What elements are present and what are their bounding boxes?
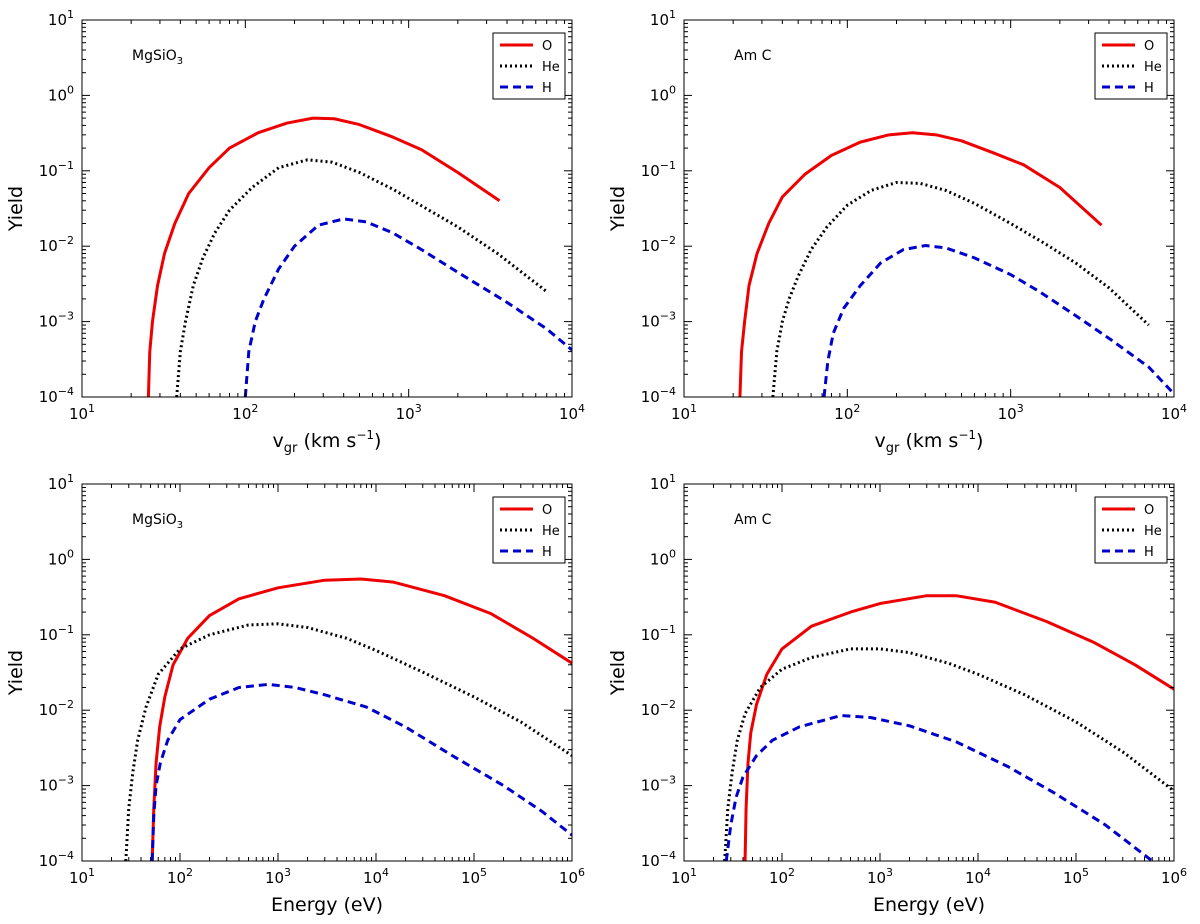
y-tick-label: 10−2 (39, 698, 74, 719)
chart-panel-1: 101 102 103 104 10−4 10−3 10−2 10−1 100 101 vgr (k… (5, 8, 585, 456)
x-tick-label: 102 (167, 866, 193, 887)
x-tick-label: 103 (998, 402, 1024, 423)
y-tick-label: 10−2 (39, 234, 74, 255)
y-tick-label: 10−1 (39, 623, 74, 644)
x-tick-label: 103 (265, 866, 291, 887)
x-tick-label: 101 (69, 866, 95, 887)
y-tick-label: 100 (650, 83, 676, 104)
series-line-o (738, 131, 1103, 397)
y-tick-label: 10−2 (641, 234, 676, 255)
legend-label-o: O (542, 503, 552, 518)
y-tick-label: 10−3 (39, 310, 74, 331)
y-tick-label: 10−1 (641, 159, 676, 180)
legend-label-he: He (542, 524, 560, 539)
x-tick-label: 104 (1161, 402, 1187, 423)
legend-label-he: He (542, 60, 560, 75)
x-tick-label: 101 (671, 402, 697, 423)
y-tick-label: 101 (48, 8, 74, 29)
x-axis-label: vgr (km s−1) (273, 428, 382, 456)
x-tick-label: 103 (396, 402, 422, 423)
material-annotation: Am C (734, 48, 772, 64)
legend: O He H (1094, 32, 1168, 100)
series-line-h (724, 714, 1154, 861)
x-tick-label: 102 (834, 402, 860, 423)
y-tick-label: 100 (650, 547, 676, 568)
series-line-h (150, 682, 572, 861)
y-tick-label: 101 (650, 472, 676, 493)
legend-label-h: H (542, 545, 552, 560)
plot-frame (81, 19, 573, 398)
series-line-h (822, 244, 1174, 397)
x-tick-label: 103 (867, 866, 893, 887)
y-tick-label: 100 (48, 547, 74, 568)
y-tick-label: 10−4 (641, 849, 676, 870)
y-tick-label: 10−4 (641, 385, 676, 406)
x-tick-label: 101 (69, 402, 95, 423)
series-line-o (743, 594, 1174, 861)
x-tick-label: 104 (559, 402, 585, 423)
series-line-he (124, 622, 572, 861)
x-tick-label: 106 (559, 866, 585, 887)
y-axis-label: Yield (5, 186, 27, 232)
series-line-he (723, 647, 1174, 861)
series-line-he (175, 158, 548, 397)
chart-panel-3: 101 102 103 104 105 106 10−4 10−3 10−2 10−1 100 101… (5, 472, 585, 916)
plot-frame (683, 19, 1175, 398)
legend: O He H (1094, 496, 1168, 564)
series-line-he (771, 180, 1150, 397)
x-tick-label: 102 (769, 866, 795, 887)
x-tick-label: 104 (363, 866, 389, 887)
legend-label-h: H (1144, 545, 1154, 560)
legend-label-o: O (1144, 503, 1154, 518)
legend-label-o: O (1144, 39, 1154, 54)
y-tick-label: 100 (48, 83, 74, 104)
y-tick-label: 10−1 (641, 623, 676, 644)
x-tick-label: 106 (1161, 866, 1187, 887)
y-tick-label: 101 (48, 472, 74, 493)
x-tick-label: 105 (1063, 866, 1089, 887)
material-annotation: MgSiO3 (132, 48, 183, 67)
series-line-o (150, 577, 572, 861)
x-tick-label: 104 (965, 866, 991, 887)
plot-frame (81, 483, 573, 862)
legend-label-he: He (1144, 60, 1162, 75)
y-axis-label: Yield (607, 650, 629, 696)
y-tick-label: 10−2 (641, 698, 676, 719)
material-annotation: MgSiO3 (132, 512, 183, 531)
x-axis-label: Energy (eV) (873, 894, 985, 916)
chart-panel-2: 101 102 103 104 10−4 10−3 10−2 10−1 100 101 vgr (k… (607, 8, 1187, 456)
y-tick-label: 10−4 (39, 849, 74, 870)
material-annotation: Am C (734, 512, 772, 528)
x-tick-label: 101 (671, 866, 697, 887)
y-axis-label: Yield (607, 186, 629, 232)
series-line-o (146, 116, 501, 397)
y-tick-label: 10−3 (641, 774, 676, 795)
x-tick-label: 102 (232, 402, 258, 423)
legend: O He H (492, 496, 566, 564)
x-axis-label: Energy (eV) (271, 894, 383, 916)
y-tick-label: 10−4 (39, 385, 74, 406)
legend: O He H (492, 32, 566, 100)
legend-label-he: He (1144, 524, 1162, 539)
y-tick-label: 10−3 (39, 774, 74, 795)
y-tick-label: 10−3 (641, 310, 676, 331)
plot-frame (683, 483, 1175, 862)
legend-label-o: O (542, 39, 552, 54)
chart-panel-4: 101 102 103 104 105 106 10−4 10−3 10−2 10−1 100 101… (607, 472, 1187, 916)
x-axis-label: vgr (km s−1) (875, 428, 984, 456)
y-axis-label: Yield (5, 650, 27, 696)
y-tick-label: 10−1 (39, 159, 74, 180)
x-tick-label: 105 (461, 866, 487, 887)
y-tick-label: 101 (650, 8, 676, 29)
legend-label-h: H (542, 81, 552, 96)
axis-ticks (81, 19, 573, 398)
series-line-h (243, 217, 572, 397)
legend-label-h: H (1144, 81, 1154, 96)
